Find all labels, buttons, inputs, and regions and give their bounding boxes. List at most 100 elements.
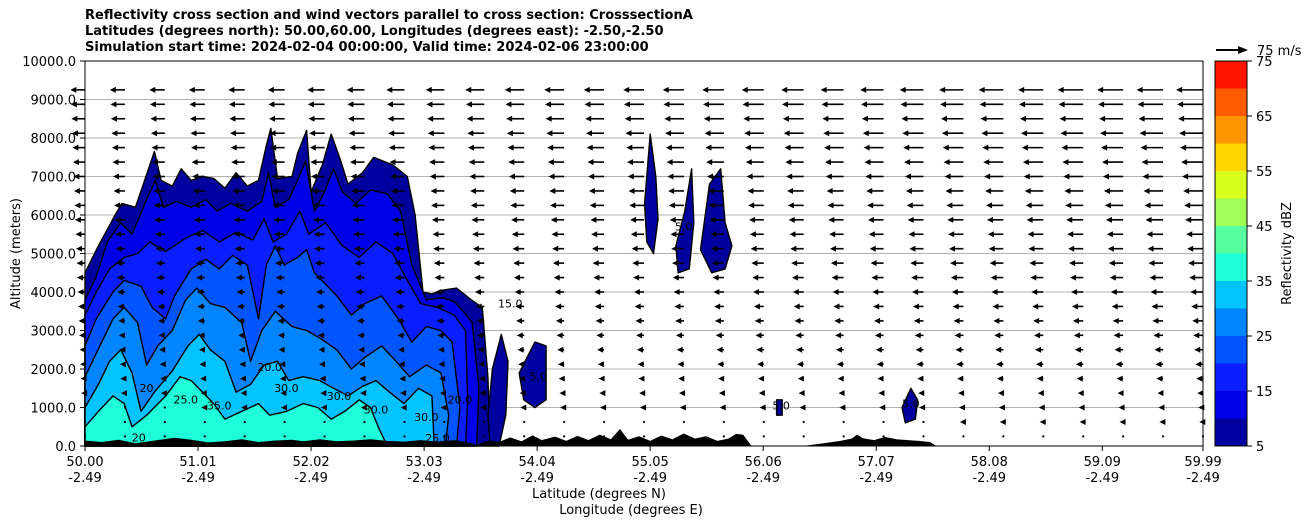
wind-vector-head: [599, 390, 606, 397]
y-tick-label: 8000.0: [31, 132, 77, 147]
x-tick-label-longitude: -2.49: [972, 471, 1006, 486]
wind-vector: [72, 159, 85, 166]
wind-vector: [1002, 435, 1005, 438]
wind-vector-head: [480, 404, 487, 411]
wind-vector-head: [426, 101, 433, 108]
wind-vector-head: [985, 187, 992, 194]
colorbar-band: [1215, 281, 1247, 309]
wind-vector: [822, 115, 844, 122]
wind-vector-head: [636, 346, 643, 353]
wind-vector: [747, 187, 764, 194]
wind-vector: [203, 435, 206, 438]
wind-vector-head: [1116, 375, 1123, 382]
wind-vector: [270, 159, 285, 166]
wind-vector-head: [388, 130, 395, 137]
wind-vector: [996, 361, 1004, 368]
wind-vector: [584, 101, 605, 108]
wind-vector-head: [79, 346, 86, 353]
wind-vector-head: [520, 404, 527, 411]
wind-vector: [678, 375, 685, 382]
wind-vector-head: [830, 260, 837, 267]
wind-vector: [861, 115, 884, 122]
isolated-cell: [643, 133, 659, 255]
wind-vector-head: [1058, 101, 1065, 108]
wind-vector-head: [200, 390, 207, 397]
wind-vector: [1058, 101, 1084, 108]
wind-vector: [1196, 375, 1203, 382]
wind-vector-head: [914, 332, 921, 339]
wind-vector: [1142, 173, 1164, 180]
wind-vector-head: [624, 115, 631, 122]
wind-vector-head: [1195, 361, 1202, 368]
wind-vector: [754, 317, 764, 324]
wind-vector: [588, 187, 605, 194]
wind-vector: [399, 375, 406, 382]
wind-vector: [585, 130, 605, 137]
wind-vector-head: [352, 216, 359, 223]
wind-vector-head: [907, 216, 914, 223]
wind-vector-head: [703, 101, 710, 108]
wind-vector: [787, 187, 804, 194]
wind-vector-head: [586, 144, 593, 151]
wind-vector: [155, 245, 165, 252]
wind-vector: [593, 274, 605, 281]
contour-label: 25.0: [173, 394, 198, 407]
wind-vector: [589, 202, 605, 209]
wind-vector: [353, 231, 365, 238]
wind-vector-head: [707, 187, 714, 194]
wind-vector: [283, 435, 286, 438]
wind-vector: [665, 130, 684, 137]
wind-vector-head: [826, 187, 833, 194]
wind-vector: [117, 289, 125, 295]
wind-vector: [1139, 130, 1164, 137]
wind-vector: [865, 173, 884, 180]
wind-vector: [862, 130, 884, 137]
wind-vector-head: [518, 375, 525, 382]
wind-vector: [679, 404, 686, 411]
wind-vector-head: [823, 130, 830, 137]
wind-vector: [830, 245, 844, 252]
wind-vector-head: [511, 231, 518, 238]
wind-vector-head: [110, 101, 117, 108]
wind-vector-head: [71, 130, 78, 137]
colorbar-tick-label: 15: [1256, 385, 1273, 400]
wind-vector: [874, 332, 884, 339]
wind-vector: [443, 420, 446, 424]
wind-vector: [824, 144, 844, 151]
wind-vector: [70, 86, 85, 93]
wind-vector: [352, 216, 365, 223]
wind-vector: [642, 420, 646, 424]
wind-vector: [435, 303, 445, 310]
wind-vector: [73, 187, 85, 194]
wind-vector-head: [71, 115, 78, 122]
wind-vector: [1149, 274, 1164, 281]
wind-vector-head: [792, 289, 799, 295]
wind-vector-head: [349, 144, 356, 151]
wind-vector-head: [744, 144, 751, 151]
wind-vector-head: [663, 101, 670, 108]
wind-vector-head: [639, 404, 646, 411]
wind-vector-head: [552, 245, 559, 252]
wind-vector: [908, 231, 924, 238]
wind-vector: [193, 202, 205, 209]
wind-vector-head: [555, 317, 562, 324]
wind-vector-head: [1076, 375, 1083, 382]
wind-vector-head: [307, 101, 314, 108]
wind-vector: [268, 101, 285, 108]
wind-vector: [714, 303, 724, 310]
wind-vector: [317, 317, 325, 324]
wind-vector: [1027, 231, 1044, 238]
wind-vector-head: [273, 216, 280, 223]
wind-vector: [1150, 289, 1164, 295]
wind-vector-head: [759, 404, 766, 411]
wind-vector-head: [1102, 173, 1109, 180]
wind-vector-head: [716, 346, 723, 353]
wind-vector-head: [867, 202, 874, 209]
wind-vector: [467, 130, 485, 137]
wind-vector: [518, 375, 525, 382]
wind-vector-head: [594, 303, 601, 310]
wind-vector: [232, 202, 245, 209]
wind-vector: [835, 332, 844, 339]
wind-vector-head: [787, 202, 794, 209]
wind-vector-head: [398, 346, 405, 353]
